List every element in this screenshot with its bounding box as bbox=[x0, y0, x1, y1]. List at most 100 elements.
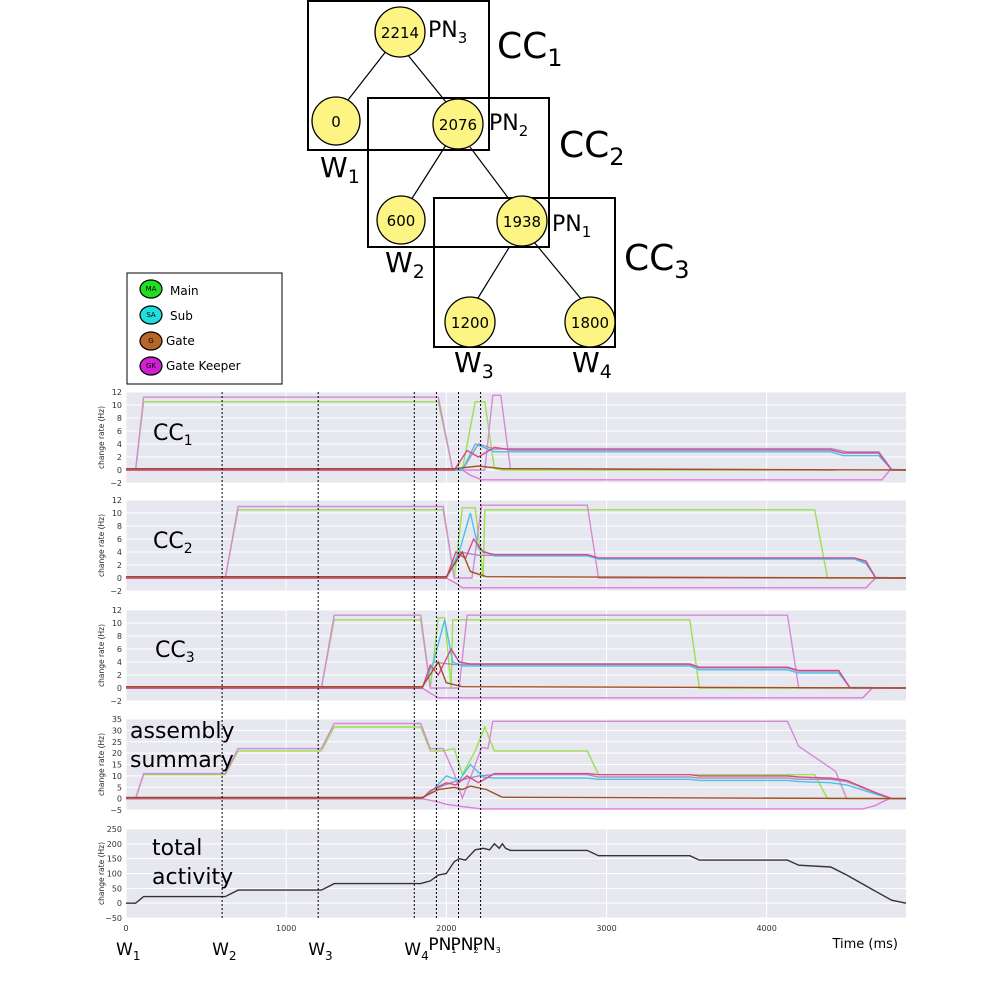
y-tick-label: 30 bbox=[112, 726, 122, 735]
node-pn2: 2076 bbox=[432, 98, 484, 150]
y-tick-label: −2 bbox=[110, 697, 122, 706]
series-line-2 bbox=[126, 504, 906, 579]
y-tick-label: 4 bbox=[117, 440, 122, 449]
y-tick-label: 0 bbox=[117, 466, 122, 475]
y-tick-label: 250 bbox=[107, 825, 122, 834]
series-line-6 bbox=[126, 772, 906, 800]
edge-pn3-w1 bbox=[347, 49, 388, 101]
y-tick-label: 4 bbox=[117, 548, 122, 557]
y-tick-label: 12 bbox=[112, 606, 122, 615]
svg-text:Gate: Gate bbox=[166, 334, 195, 348]
y-tick-label: 15 bbox=[112, 761, 122, 770]
node-w2-value: 600 bbox=[387, 212, 416, 230]
y-tick-label: 0 bbox=[117, 574, 122, 583]
node-w2: 600 bbox=[376, 195, 426, 245]
series-line-4 bbox=[126, 774, 907, 800]
panel-title: CC1 bbox=[153, 421, 193, 449]
node-w1-value: 0 bbox=[331, 113, 341, 131]
time-marker-label: W1 bbox=[116, 940, 140, 963]
node-w3-value: 1200 bbox=[451, 314, 489, 332]
edge-pn3-pn2 bbox=[406, 53, 447, 103]
edge-pn1-w3 bbox=[477, 245, 511, 299]
svg-text:G: G bbox=[148, 337, 153, 345]
y-tick-label: −5 bbox=[110, 806, 122, 815]
cc3-label: CC3 bbox=[624, 238, 690, 284]
plot-background bbox=[126, 610, 906, 701]
node-pn2-value: 2076 bbox=[439, 116, 477, 134]
x-tick-label: 3000 bbox=[596, 924, 616, 933]
plot-background bbox=[126, 392, 906, 483]
x-tick-label: 0 bbox=[123, 924, 128, 933]
node-w1: 0 bbox=[311, 96, 361, 146]
w1-label: W1 bbox=[320, 151, 360, 188]
svg-text:Sub: Sub bbox=[170, 309, 193, 323]
node-w4-value: 1800 bbox=[571, 314, 609, 332]
y-tick-label: 10 bbox=[112, 772, 122, 781]
svg-text:SA: SA bbox=[146, 311, 156, 319]
time-marker-label: PN3 bbox=[473, 935, 501, 955]
node-pn3: 2214 bbox=[374, 6, 426, 58]
edge-pn2-w2 bbox=[410, 144, 447, 201]
y-tick-label: 8 bbox=[117, 522, 122, 531]
edge-pn1-w4 bbox=[533, 241, 583, 301]
series-line-6 bbox=[126, 537, 906, 579]
node-pn1: 1938 bbox=[496, 195, 548, 247]
x-tick-label: 4000 bbox=[756, 924, 776, 933]
series-line-2 bbox=[126, 394, 836, 471]
y-tick-label: 20 bbox=[112, 749, 122, 758]
svg-text:Gate Keeper: Gate Keeper bbox=[166, 359, 241, 373]
panel-title-line: assembly bbox=[130, 719, 234, 744]
series-line-7 bbox=[126, 465, 907, 471]
y-tick-label: 5 bbox=[117, 783, 122, 792]
series-line-7 bbox=[126, 785, 907, 800]
series-line-1 bbox=[126, 842, 907, 904]
y-axis-label: change rate (Hz) bbox=[97, 514, 106, 577]
svg-text:Main: Main bbox=[170, 284, 199, 298]
svg-text:GK: GK bbox=[146, 362, 156, 370]
panel-title-line: total bbox=[152, 836, 202, 861]
y-tick-label: −50 bbox=[105, 914, 122, 923]
cc1-box bbox=[307, 0, 490, 151]
legend-gate-icon bbox=[139, 331, 163, 351]
y-tick-label: −2 bbox=[110, 479, 122, 488]
edge-pn2-pn1 bbox=[469, 146, 510, 200]
y-tick-label: 2 bbox=[117, 453, 122, 462]
cc2-label: CC2 bbox=[559, 125, 625, 171]
y-tick-label: 150 bbox=[107, 855, 122, 864]
time-marker-label: W4 bbox=[404, 940, 428, 963]
y-axis-label: change rate (Hz) bbox=[97, 406, 106, 469]
y-tick-label: 12 bbox=[112, 496, 122, 505]
plot-panel-5: 250 200 150 100 50 0 −50 change rate (Hz) total a… bbox=[97, 825, 907, 923]
y-tick-label: 8 bbox=[117, 632, 122, 641]
plot-panel-1: 12 10 8 6 4 2 0 −2 change rate (Hz) CC1 bbox=[97, 388, 907, 488]
series-line-6 bbox=[126, 647, 906, 689]
legend-sub-icon bbox=[139, 305, 163, 325]
y-tick-label: 35 bbox=[112, 715, 122, 724]
y-tick-label: 0 bbox=[117, 684, 122, 693]
node-pn3-value: 2214 bbox=[381, 24, 419, 42]
series-line-3 bbox=[126, 797, 906, 810]
legend-main-icon bbox=[139, 279, 163, 299]
y-tick-label: 200 bbox=[107, 840, 122, 849]
node-w4: 1800 bbox=[564, 296, 616, 348]
y-tick-label: 0 bbox=[117, 899, 122, 908]
x-axis-label: Time (ms) bbox=[831, 937, 898, 952]
y-tick-label: −2 bbox=[110, 587, 122, 596]
y-tick-label: 2 bbox=[117, 671, 122, 680]
series-line-7 bbox=[126, 660, 907, 689]
y-tick-label: 2 bbox=[117, 561, 122, 570]
cc1-label: CC1 bbox=[497, 26, 563, 72]
y-tick-label: 8 bbox=[117, 414, 122, 423]
time-marker-label: PN2 bbox=[451, 935, 479, 955]
y-tick-label: 12 bbox=[112, 388, 122, 397]
y-tick-label: 6 bbox=[117, 427, 122, 436]
y-axis-label: change rate (Hz) bbox=[97, 624, 106, 687]
series-line-6 bbox=[126, 446, 906, 471]
node-w3: 1200 bbox=[444, 296, 496, 348]
x-tick-label: 1000 bbox=[276, 924, 296, 933]
panel-title-line: summary bbox=[130, 748, 234, 773]
y-tick-label: 0 bbox=[117, 795, 122, 804]
